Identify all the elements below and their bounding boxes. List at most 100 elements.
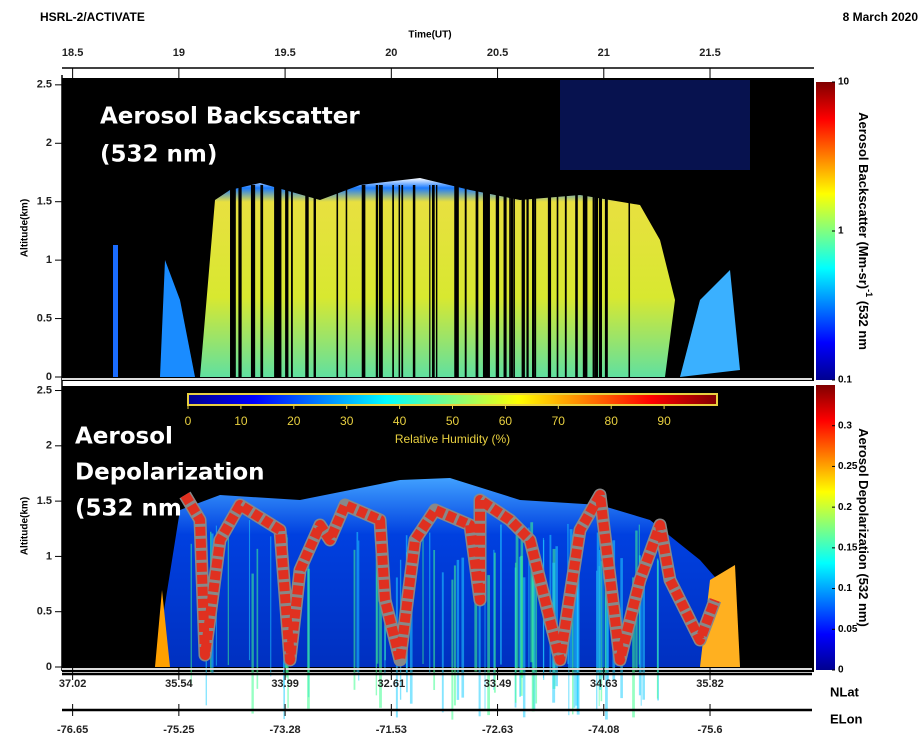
colorbar-tick-label: 0.05: [838, 624, 858, 635]
panel-annotation: (532 nm: [75, 496, 182, 522]
x-axis-title: Time(UT): [408, 30, 451, 41]
colorbar-tick-label: 10: [838, 77, 850, 88]
aerosol-patch: [113, 245, 118, 377]
elon-label: -74.08: [588, 724, 619, 736]
data-gap: [429, 185, 431, 377]
data-gap: [487, 185, 490, 377]
y-tick-label: 1: [46, 550, 52, 562]
data-gap: [362, 185, 365, 377]
depol-streak: [632, 577, 635, 718]
data-gap: [594, 185, 599, 377]
depol-streak: [573, 567, 576, 708]
depol-streak: [555, 546, 558, 687]
depol-streak: [270, 536, 272, 677]
elon-label: -73.28: [269, 724, 300, 736]
depol-streak: [256, 548, 259, 689]
depol-streak: [493, 552, 496, 693]
panel-annotation: Aerosol: [75, 424, 173, 450]
x-tick-label: 20.5: [487, 47, 508, 59]
depol-streak: [484, 568, 486, 709]
colorbar-title: Aerosol Backscatter (Mm-sr)-1 (532 nm: [856, 112, 874, 350]
data-gap: [375, 185, 378, 377]
depol-streak: [515, 530, 519, 671]
depol-streak: [453, 565, 456, 706]
colorbar-title-sup: -1: [864, 289, 874, 297]
data-gap: [532, 185, 535, 377]
y-tick-label: 0.5: [37, 606, 52, 618]
data-gap: [305, 185, 309, 377]
aerosol-patch: [160, 260, 195, 377]
depol-streak: [487, 575, 490, 716]
nlat-label: 32.61: [378, 678, 406, 690]
elon-label: -75.6: [697, 724, 722, 736]
nlat-label: 35.54: [165, 678, 193, 690]
depol-streak: [499, 524, 502, 665]
data-gap: [592, 185, 595, 377]
depol-streak: [602, 538, 604, 679]
data-gap: [628, 185, 631, 377]
data-gap: [456, 185, 459, 377]
date: 8 March 2020: [843, 10, 919, 24]
rh-tick-label: 10: [234, 414, 248, 428]
y-tick-label: 0.5: [37, 312, 52, 324]
data-gap: [521, 185, 525, 377]
data-gap: [435, 185, 438, 377]
colorbar: [816, 385, 835, 670]
x-tick-label: 19: [173, 47, 185, 59]
rh-tick-label: 40: [393, 414, 407, 428]
data-gap: [564, 185, 567, 377]
depol-streak: [514, 562, 517, 703]
data-gap: [261, 185, 264, 377]
aerosol-patch: [680, 270, 740, 377]
colorbar-tick-label: 1: [838, 226, 844, 237]
x-tick-label: 20: [385, 47, 397, 59]
depol-streak: [376, 523, 379, 664]
data-gap: [526, 185, 529, 377]
depol-streak: [461, 557, 465, 698]
data-gap: [234, 185, 236, 377]
elon-label: -72.63: [482, 724, 513, 736]
data-gap: [495, 185, 500, 377]
y-tick-label: 1: [46, 254, 52, 266]
data-gap: [279, 185, 282, 377]
colorbar-title: Aerosol Depolarization (532 nm): [856, 428, 871, 627]
depol-streak: [575, 565, 578, 706]
depol-streak: [640, 565, 642, 706]
depol-streak: [433, 549, 436, 690]
depol-streak: [307, 568, 310, 709]
data-gap: [464, 185, 467, 377]
depol-streak: [251, 573, 254, 714]
panel-annotation: Aerosol Backscatter: [100, 104, 360, 130]
x-tick-label: 19.5: [274, 47, 295, 59]
figure-title: HSRL-2/ACTIVATE: [40, 10, 145, 24]
depol-streak: [456, 559, 460, 700]
axes: Aerosol Backscatter (532 nm) Aerosol Depola…: [20, 47, 874, 736]
panel-annotation: Depolarization: [75, 460, 265, 486]
rh-tick-label: 0: [185, 414, 192, 428]
colorbar-tick-label: 0.1: [838, 583, 852, 594]
colorbar-tick-label: 0: [838, 665, 844, 676]
data-gap: [401, 185, 404, 377]
data-gap: [547, 185, 552, 377]
depol-streak: [441, 572, 444, 713]
data-gap: [260, 185, 262, 377]
data-gap: [513, 185, 515, 377]
data-gap: [503, 185, 506, 377]
rh-tick-label: 70: [552, 414, 566, 428]
data-gap: [510, 185, 514, 377]
data-gap: [412, 185, 416, 377]
data-gap: [476, 185, 479, 377]
depol-patch: [700, 565, 740, 667]
panel-annotation: (532 nm): [100, 142, 217, 168]
data-gap: [291, 185, 293, 377]
data-gap: [250, 185, 254, 377]
data-gap: [556, 185, 559, 377]
depol-streak: [358, 540, 360, 681]
y-tick-label: 2.5: [37, 79, 52, 91]
x-tick-label: 21: [598, 47, 610, 59]
depol-streak: [656, 558, 659, 699]
colorbar-tick-label: 0.15: [838, 542, 858, 553]
nlat-label: 33.99: [271, 678, 299, 690]
data-gap: [582, 185, 585, 377]
x-tick-label: 21.5: [699, 47, 720, 59]
